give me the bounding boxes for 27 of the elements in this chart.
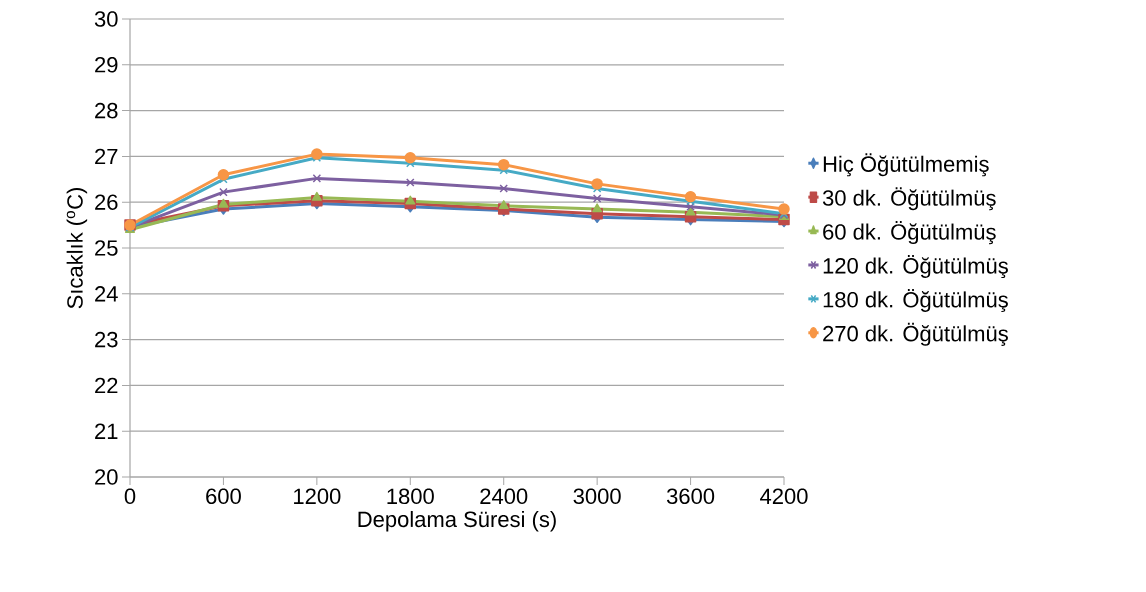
- x-tick-label: 0: [124, 488, 136, 505]
- legend-label: 120 dk. Öğütülmüş: [823, 255, 1008, 279]
- y-tick-label: 27: [95, 148, 118, 165]
- legend-label: 30 dk. Öğütülmüş: [822, 187, 996, 211]
- legend-label: 180 dk. Öğütülmüş: [823, 288, 1008, 312]
- y-axis-title: Sıcaklık ($^{o}$C): [66, 188, 88, 309]
- x-axis-title: Depolama Süresi (s): [358, 510, 556, 532]
- legend-label: 270 dk. Öğütülmüş: [823, 322, 1008, 346]
- y-tick-label: 28: [95, 102, 118, 119]
- legend-label: Hiç Öğütülmemiş: [823, 153, 989, 177]
- y-tick-label: 23: [95, 331, 118, 348]
- x-tick-label: 1200: [294, 488, 341, 505]
- x-tick-label: 4200: [760, 488, 808, 505]
- y-tick-label: 26: [95, 194, 118, 210]
- y-tick-label: 22: [95, 377, 118, 394]
- x-tick-label: 1800: [387, 488, 434, 505]
- y-tick-label: 29: [95, 57, 118, 73]
- x-tick-label: 3000: [573, 488, 621, 505]
- x-tick-label: 2400: [480, 488, 528, 505]
- y-tick-label: 24: [95, 286, 118, 302]
- y-tick-label: 20: [95, 469, 118, 485]
- x-tick-label: 3600: [666, 488, 715, 505]
- x-tick-label: 600: [206, 488, 241, 505]
- y-tick-label: 21: [95, 423, 118, 439]
- y-tick-label: 30: [94, 11, 118, 27]
- legend-label: 60 dk. Öğütülmüş: [823, 221, 996, 245]
- y-tick-label: 25: [95, 240, 118, 256]
